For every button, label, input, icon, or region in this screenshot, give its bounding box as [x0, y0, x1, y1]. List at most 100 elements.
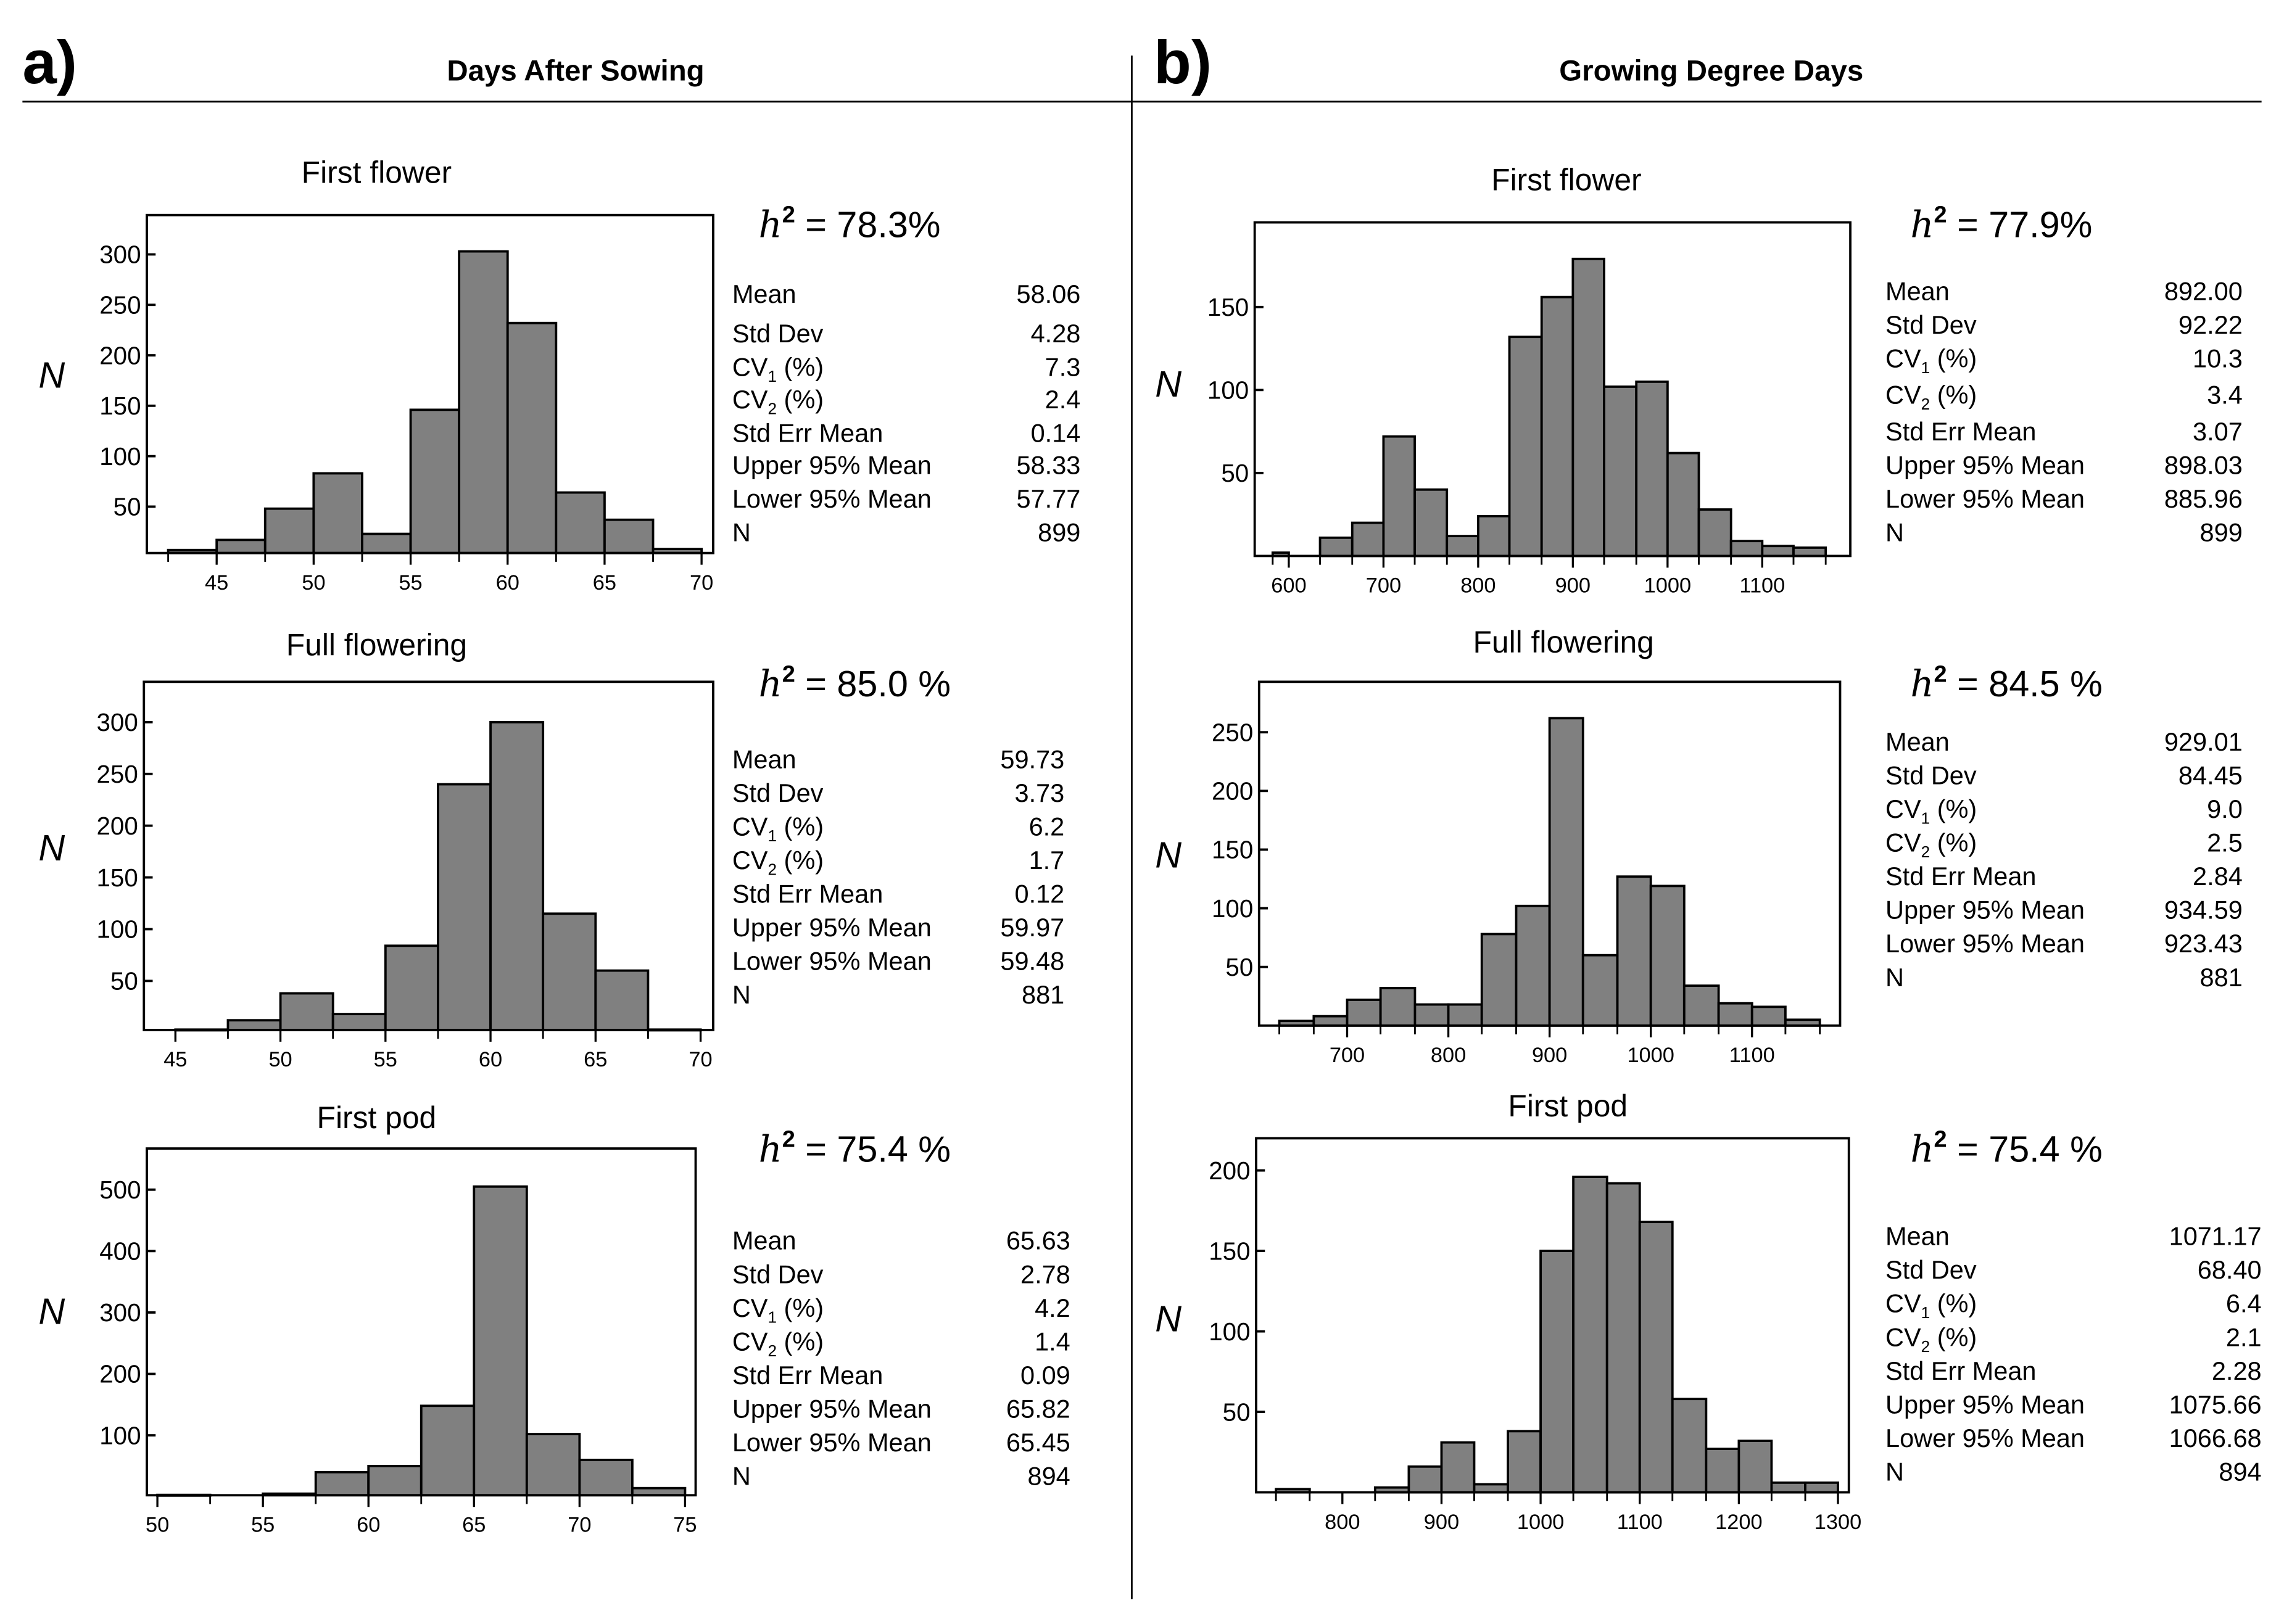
h2-value: = 85.0 %	[795, 663, 951, 704]
stat-label-cv2: CV2 (%)	[1885, 1322, 1977, 1355]
stat-label-rest: (%)	[777, 812, 824, 841]
h-symbol: h	[1910, 203, 1934, 245]
h2-value: = 84.5 %	[1947, 663, 2103, 704]
histogram-bar	[1351, 521, 1385, 558]
stat-label-lower: Lower 95% Mean	[732, 484, 932, 513]
y-axis-label: N	[1155, 835, 1181, 876]
x-tick-label: 55	[251, 1514, 275, 1537]
stat-value-cv1: 7.3	[1045, 353, 1081, 382]
stat-value-std_dev: 4.28	[1031, 319, 1081, 348]
x-tick-label: 50	[268, 1048, 292, 1071]
x-tick-label: 900	[1532, 1044, 1567, 1067]
histogram-bar	[1447, 1003, 1483, 1027]
histogram-bar	[1671, 1398, 1708, 1494]
histogram-bar	[409, 408, 461, 554]
stat-label-n: N	[1885, 963, 1904, 992]
histogram-bar	[1476, 514, 1511, 558]
histogram-bar	[1737, 1440, 1773, 1494]
stat-label-main: CV	[1885, 794, 1921, 823]
y-axis-label: N	[38, 1291, 65, 1332]
h-symbol: h	[759, 1127, 782, 1170]
stat-label-n: N	[732, 518, 751, 547]
stat-value-n: 881	[2200, 963, 2243, 992]
stat-value-mean: 58.06	[1017, 279, 1081, 308]
x-tick-label: 65	[584, 1048, 607, 1071]
stat-value-std_dev: 68.40	[2198, 1255, 2262, 1284]
histogram-bar	[226, 1019, 282, 1031]
histogram-bar	[506, 321, 558, 554]
stat-label-lower: Lower 95% Mean	[1885, 929, 2085, 958]
histogram-bar	[1649, 884, 1686, 1027]
stat-value-std_err: 0.14	[1031, 418, 1081, 447]
y-tick-label: 50	[110, 967, 138, 995]
stat-label-main: CV	[732, 1327, 768, 1356]
stat-label-rest: (%)	[1930, 344, 1977, 373]
heritability-value: h2 = 75.4 %	[759, 1127, 951, 1171]
histogram-bar	[215, 538, 267, 554]
stat-label-sub: 2	[768, 860, 777, 878]
stat-value-lower: 885.96	[2164, 484, 2243, 513]
stat-value-cv1: 4.2	[1035, 1293, 1070, 1322]
y-tick-label: 150	[96, 864, 138, 892]
x-tick-label: 1300	[1814, 1511, 1861, 1534]
heritability-value: h2 = 77.9%	[1910, 202, 2092, 246]
h-superscript: 2	[1934, 661, 1947, 687]
stat-label-rest: (%)	[1930, 794, 1977, 823]
stat-label-n: N	[732, 980, 751, 1009]
histogram-bar	[578, 1459, 634, 1497]
histogram-bar	[525, 1433, 581, 1497]
y-tick-label: 100	[99, 1421, 141, 1449]
stat-label-std_err: Std Err Mean	[1885, 1356, 2036, 1385]
stat-label-sub: 2	[768, 399, 777, 418]
histogram-bar	[594, 969, 650, 1031]
stat-label-std_err: Std Err Mean	[732, 1361, 883, 1390]
stat-label-n: N	[732, 1462, 751, 1491]
histogram-bar	[1638, 1221, 1674, 1494]
chart-title: First pod	[317, 1100, 437, 1135]
stat-value-upper: 934.59	[2164, 896, 2243, 925]
stat-label-main: CV	[732, 385, 768, 414]
plot-frame	[146, 213, 714, 554]
stat-label-rest: (%)	[777, 1327, 824, 1356]
histogram-bar	[384, 944, 439, 1031]
histogram-bar	[1616, 875, 1652, 1027]
stat-label-main: CV	[1885, 1289, 1921, 1318]
stat-label-main: CV	[732, 846, 768, 875]
histogram-bar	[1480, 933, 1518, 1027]
y-tick-label: 100	[99, 442, 141, 471]
stat-label-upper: Upper 95% Mean	[732, 1395, 932, 1424]
histogram-bar	[1446, 535, 1479, 558]
stat-value-upper: 59.97	[1000, 913, 1064, 942]
x-tick-label: 65	[462, 1514, 486, 1537]
histogram-bar	[420, 1404, 476, 1497]
y-axis-label: N	[38, 355, 65, 396]
panel-b-title: Growing Degree Days	[1559, 54, 1863, 87]
stat-value-lower: 65.45	[1006, 1428, 1070, 1457]
stat-label-mean: Mean	[732, 279, 797, 308]
heritability-value: h2 = 78.3%	[759, 202, 941, 246]
histogram-bar	[1346, 999, 1382, 1027]
stat-value-n: 881	[1022, 980, 1064, 1009]
y-tick-label: 150	[1212, 836, 1253, 864]
stat-value-cv2: 2.5	[2207, 828, 2243, 857]
histogram-bar	[1413, 488, 1449, 558]
stat-value-std_dev: 2.78	[1020, 1259, 1070, 1288]
stat-value-lower: 923.43	[2164, 929, 2243, 958]
heritability-value: h2 = 85.0 %	[759, 661, 951, 705]
stat-value-cv2: 1.7	[1029, 846, 1065, 875]
y-tick-label: 200	[1209, 1156, 1250, 1185]
x-tick-label: 1000	[1517, 1511, 1564, 1534]
stat-value-cv2: 1.4	[1035, 1327, 1070, 1356]
stat-label-cv1: CV1 (%)	[1885, 344, 1977, 376]
y-tick-label: 500	[99, 1176, 141, 1204]
stat-label-std_dev: Std Dev	[1885, 310, 1977, 339]
stat-label-lower: Lower 95% Mean	[732, 1428, 932, 1457]
stat-label-upper: Upper 95% Mean	[1885, 451, 2085, 480]
stat-label-lower: Lower 95% Mean	[732, 947, 932, 976]
x-tick-label: 75	[673, 1514, 697, 1537]
stat-label-std_dev: Std Dev	[732, 319, 824, 348]
x-tick-label: 55	[399, 571, 422, 595]
histogram-bar	[1603, 385, 1638, 558]
stat-label-upper: Upper 95% Mean	[732, 451, 932, 480]
